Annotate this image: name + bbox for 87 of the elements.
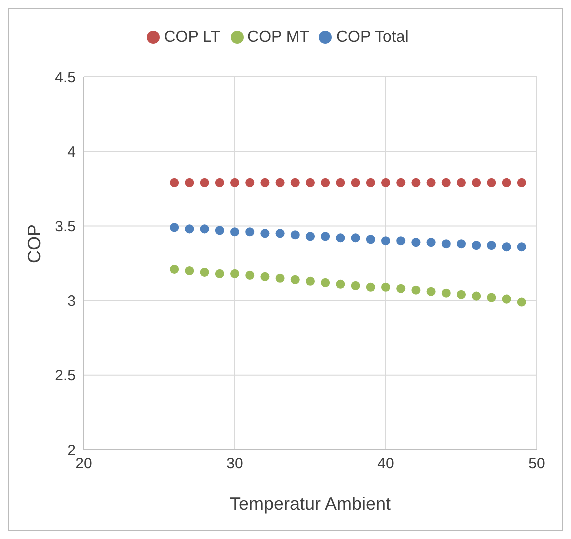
point — [290, 230, 300, 240]
point — [381, 178, 391, 188]
point — [170, 178, 180, 188]
point — [276, 178, 285, 188]
x-tick-label: 20 — [76, 456, 92, 473]
point — [230, 269, 240, 278]
legend-label: COP MT — [248, 29, 310, 46]
x-tick-label: 40 — [378, 456, 394, 473]
point — [502, 178, 512, 188]
point — [246, 228, 255, 237]
point — [366, 282, 376, 292]
point — [185, 266, 194, 276]
point — [306, 178, 316, 188]
point — [276, 229, 285, 238]
x-axis-title: Temperatur Ambient — [230, 494, 392, 514]
y-tick-label: 2 — [68, 442, 76, 460]
legend-label: COP LT — [164, 29, 221, 46]
point — [321, 278, 330, 288]
point — [260, 229, 270, 238]
point — [230, 178, 240, 188]
point — [442, 240, 451, 249]
point — [442, 288, 451, 298]
point — [306, 232, 316, 242]
y-tick-label: 4 — [68, 144, 76, 161]
y-axis-title: COP — [24, 224, 44, 264]
point — [215, 226, 224, 236]
y-tick-label: 4.5 — [55, 69, 76, 86]
point — [472, 241, 482, 250]
point — [442, 178, 451, 188]
y-tick-label: 3.5 — [55, 218, 76, 236]
point — [426, 178, 436, 188]
point — [456, 240, 466, 249]
point — [426, 238, 436, 248]
x-tick-label: 30 — [226, 456, 244, 473]
point — [290, 275, 300, 284]
point — [381, 282, 391, 292]
point — [412, 238, 421, 248]
point — [200, 178, 210, 188]
y-tick-label: 3 — [68, 293, 76, 310]
x-tick-label: 50 — [528, 456, 546, 473]
point — [321, 178, 330, 188]
y-tick-label: 2.5 — [55, 368, 76, 385]
point — [290, 178, 300, 188]
point — [456, 178, 466, 188]
point — [170, 264, 180, 274]
point — [260, 178, 270, 188]
point — [185, 224, 194, 234]
point — [366, 235, 376, 244]
point — [412, 286, 421, 295]
point — [351, 178, 360, 188]
point — [396, 284, 406, 294]
point — [246, 178, 255, 188]
point — [215, 269, 224, 278]
point — [246, 270, 255, 280]
point — [502, 294, 512, 304]
point — [351, 234, 360, 243]
point — [276, 274, 285, 283]
point — [487, 241, 496, 250]
point — [381, 236, 391, 246]
point — [336, 280, 346, 289]
legend-label: COP Total — [336, 29, 409, 46]
point — [396, 178, 406, 188]
point — [306, 276, 316, 286]
point — [517, 242, 526, 252]
point — [170, 223, 180, 232]
point — [517, 178, 526, 188]
point — [502, 242, 512, 252]
point — [336, 234, 346, 243]
point — [487, 178, 496, 188]
point — [321, 232, 330, 242]
point — [517, 298, 526, 307]
point — [426, 287, 436, 296]
point — [351, 281, 360, 290]
point — [456, 290, 466, 300]
point — [230, 228, 240, 237]
point — [260, 272, 270, 282]
point — [396, 236, 406, 246]
point — [215, 178, 224, 188]
point — [487, 293, 496, 302]
point — [412, 178, 421, 188]
point — [472, 178, 482, 188]
point — [472, 292, 482, 301]
point — [185, 178, 194, 188]
point — [366, 178, 376, 188]
point — [200, 224, 210, 234]
point — [200, 268, 210, 277]
point — [336, 178, 346, 188]
